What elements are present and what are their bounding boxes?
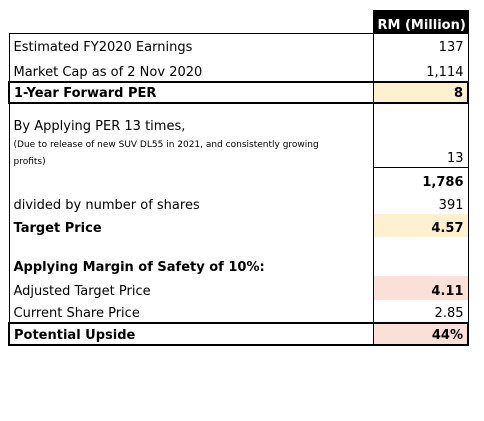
- market-cap-label: Market Cap as of 2 Nov 2020: [8, 55, 373, 82]
- target-price-value: 4.57: [372, 213, 469, 237]
- apply-per-note-line1: (Due to release of new SUV DL55 in 2021,…: [8, 134, 373, 151]
- shares-label: divided by number of shares: [8, 190, 373, 214]
- earnings-value: 137: [372, 33, 469, 56]
- column-header: RM (Million): [372, 10, 469, 34]
- margin-heading: Applying Margin of Safety of 10%:: [8, 255, 373, 276]
- shares-value: 391: [372, 190, 469, 214]
- apply-per-label: By Applying PER 13 times,: [8, 102, 373, 135]
- product-value: 1,786: [372, 167, 469, 191]
- table-row: Estimated FY2020 Earnings 137: [8, 33, 469, 56]
- table-row: Target Price 4.57: [8, 213, 469, 237]
- table-row: (Due to release of new SUV DL55 in 2021,…: [8, 134, 469, 151]
- blank-cell: [372, 134, 469, 151]
- table-row: Current Share Price 2.85: [8, 299, 469, 323]
- table-row: 1-Year Forward PER 8: [8, 80, 469, 104]
- table-row: By Applying PER 13 times,: [8, 102, 469, 135]
- table-row: [8, 236, 469, 256]
- blank-cell: [8, 236, 373, 256]
- table-row: Applying Margin of Safety of 10%:: [8, 255, 469, 276]
- table-row: 1,786: [8, 167, 469, 191]
- table-row: Market Cap as of 2 Nov 2020 1,114: [8, 55, 469, 82]
- current-price-label: Current Share Price: [8, 299, 373, 323]
- header-blank-cell: [9, 10, 373, 34]
- current-price-value: 2.85: [372, 299, 469, 323]
- earnings-label: Estimated FY2020 Earnings: [8, 33, 373, 56]
- upside-label: Potential Upside: [8, 321, 373, 346]
- valuation-table: RM (Million) Estimated FY2020 Earnings 1…: [8, 10, 469, 346]
- adjusted-target-label: Adjusted Target Price: [8, 275, 373, 300]
- blank-cell: [372, 255, 469, 276]
- header-row: RM (Million): [9, 10, 469, 34]
- forward-per-value: 8: [372, 80, 469, 104]
- table-row: divided by number of shares 391: [8, 190, 469, 214]
- table-row: profits) 13: [8, 150, 469, 168]
- upside-value: 44%: [372, 321, 469, 346]
- target-price-label: Target Price: [8, 213, 373, 237]
- table-row: Adjusted Target Price 4.11: [8, 275, 469, 300]
- blank-cell: [8, 167, 373, 191]
- blank-cell: [372, 102, 469, 135]
- forward-per-label: 1-Year Forward PER: [8, 80, 373, 104]
- blank-cell: [372, 236, 469, 256]
- adjusted-target-value: 4.11: [372, 275, 469, 300]
- table-row: Potential Upside 44%: [8, 321, 469, 346]
- apply-per-value: 13: [372, 150, 469, 168]
- apply-per-note-line2: profits): [8, 150, 373, 168]
- market-cap-value: 1,114: [372, 55, 469, 82]
